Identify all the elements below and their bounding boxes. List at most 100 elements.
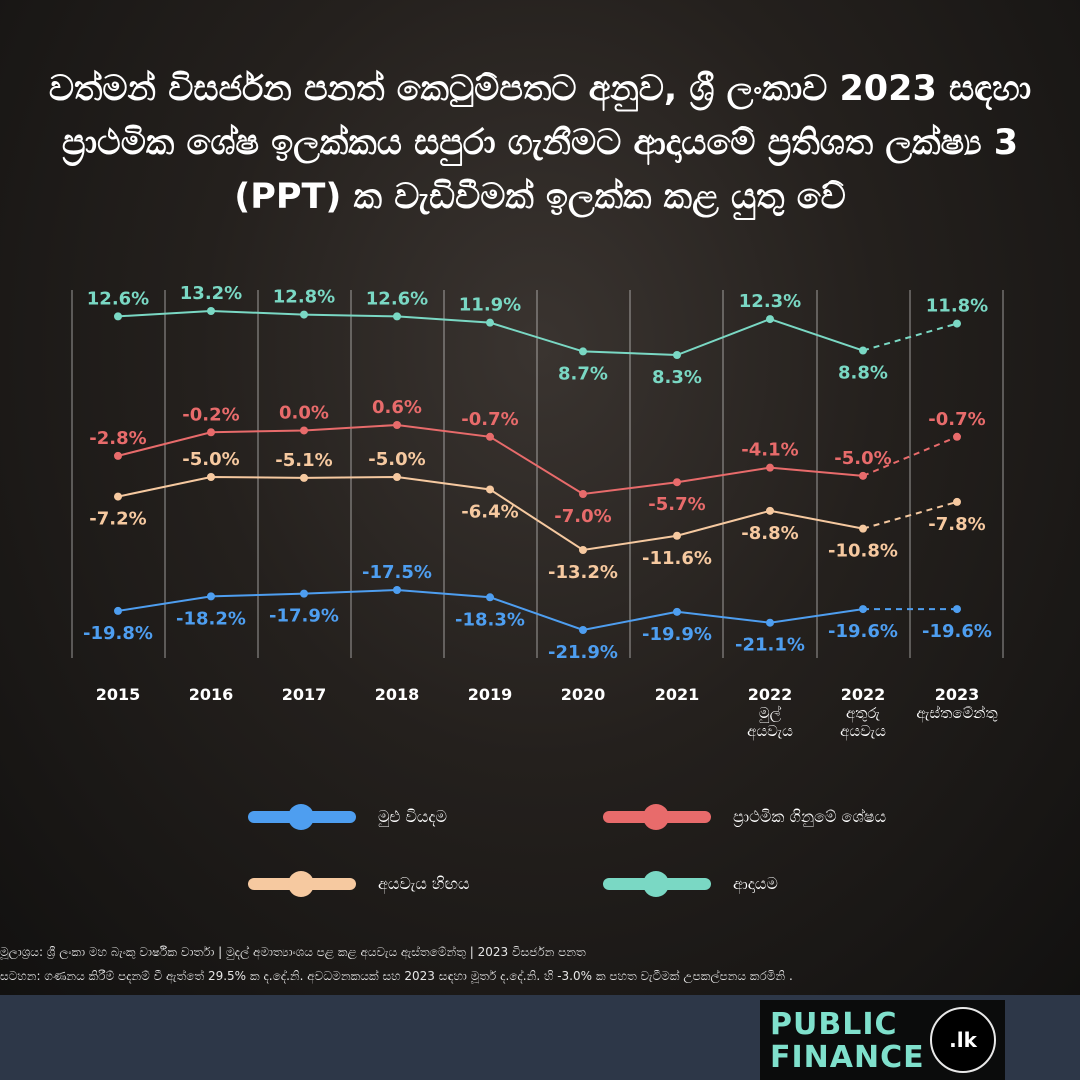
footer-notes: මූලාශ්‍රය: ශ්‍රී ලංකා මහ බැංකු වාර්ෂික ව… [0, 940, 1080, 988]
data-point-deficit [953, 497, 961, 506]
data-point-revenue [300, 310, 308, 319]
data-label-expenditure: -18.3% [455, 609, 525, 630]
data-point-deficit [393, 473, 401, 481]
data-label-revenue: 12.8% [273, 287, 335, 308]
data-point-primary [953, 432, 961, 441]
series-projection-revenue [862, 322, 958, 352]
x-tick-label: 2022 මුල් අයවැය [747, 685, 793, 741]
x-tick-label: 2020 [561, 685, 606, 704]
series-line-revenue [117, 309, 864, 357]
x-axis-ticks: 2015 2016 2017 2018 2019 2020 2021 2022 මුල් අයවැ… [96, 685, 998, 741]
data-point-expenditure [207, 592, 215, 601]
data-point-primary [766, 463, 774, 472]
x-tick-label: 2023 ඇස්තමේන්තු [916, 685, 997, 723]
data-point-revenue [953, 319, 961, 328]
grid-lines [71, 290, 1004, 658]
data-point-deficit [859, 524, 867, 533]
legend-label: ආදායම [733, 874, 778, 893]
data-label-deficit: -5.1% [275, 450, 332, 471]
legend-label: අයවැය හිඟය [378, 874, 470, 893]
data-label-revenue: 12.3% [739, 291, 801, 312]
data-label-expenditure: -21.1% [735, 635, 805, 656]
data-label-deficit: -7.2% [89, 509, 146, 530]
legend-swatch [603, 804, 711, 830]
data-point-primary [300, 426, 308, 435]
data-point-primary [859, 471, 867, 480]
data-label-revenue: 8.3% [652, 367, 702, 388]
data-label-revenue: 12.6% [366, 288, 428, 309]
data-label-revenue: 13.2% [180, 283, 242, 304]
data-label-revenue: 8.7% [558, 363, 608, 384]
data-label-deficit: -10.8% [828, 541, 898, 562]
logo-text: PUBLIC FINANCE [770, 1007, 925, 1075]
legend-item-budget-deficit: අයවැය හිඟය [248, 871, 469, 897]
data-point-revenue [673, 351, 681, 359]
data-label-deficit: -8.8% [741, 523, 798, 544]
data-point-expenditure [300, 589, 308, 598]
data-label-deficit: -5.0% [368, 449, 425, 470]
data-point-revenue [859, 346, 867, 355]
data-point-expenditure [859, 605, 867, 614]
data-label-expenditure: -19.9% [642, 624, 712, 645]
data-label-primary: -7.0% [554, 506, 611, 527]
data-point-deficit [114, 492, 122, 501]
data-label-primary: -0.7% [461, 409, 518, 430]
data-label-deficit: -11.6% [642, 548, 712, 569]
legend-item-primary-balance: ප්‍රාථමික ගිනුමේ ශේෂය [603, 804, 886, 830]
data-point-primary [114, 451, 122, 460]
data-point-expenditure [953, 605, 961, 614]
data-point-expenditure [486, 593, 494, 602]
data-point-revenue [114, 312, 122, 321]
data-label-expenditure: -19.6% [922, 621, 992, 642]
data-label-primary: -2.8% [89, 428, 146, 449]
x-tick-label: 2018 [375, 685, 420, 704]
assumption-note: සටහන: ගණනය කිරීම් පදනම් වී ඇත්තේ 29.5% ක… [0, 969, 793, 983]
data-label-deficit: -5.0% [182, 449, 239, 470]
data-point-revenue [579, 347, 587, 356]
data-point-deficit [579, 546, 587, 554]
data-point-expenditure [393, 586, 401, 594]
legend-label: මුළු වියදම [378, 807, 448, 826]
x-tick-label: 2021 [655, 685, 700, 704]
data-label-primary: -0.7% [928, 409, 985, 430]
data-label-primary: 0.0% [279, 402, 329, 423]
data-label-expenditure: -17.5% [362, 562, 432, 583]
data-label-deficit: -6.4% [461, 501, 518, 522]
data-label-expenditure: -18.2% [176, 608, 246, 629]
data-label-primary: -4.1% [741, 440, 798, 461]
data-point-deficit [300, 473, 308, 482]
data-point-deficit [766, 506, 774, 515]
data-point-revenue [393, 312, 401, 321]
data-point-expenditure [766, 618, 774, 627]
data-point-primary [579, 490, 587, 498]
x-tick-label: 2019 [468, 685, 513, 704]
data-point-deficit [207, 473, 215, 481]
series-projection-primary [862, 435, 958, 477]
data-point-expenditure [673, 607, 681, 616]
x-tick-label: 2015 [96, 685, 141, 704]
data-label-primary: -5.7% [648, 494, 705, 515]
background [0, 0, 1080, 995]
data-point-primary [207, 428, 215, 437]
public-finance-logo[interactable]: PUBLIC FINANCE .lk [760, 1000, 1005, 1080]
line-chart: 2015 2016 2017 2018 2019 2020 2021 2022 මුල් අයවැ… [71, 283, 1004, 741]
data-label-revenue: 8.8% [838, 363, 888, 384]
data-label-revenue: 12.6% [87, 288, 149, 309]
x-tick-label: 2016 [189, 685, 234, 704]
x-tick-label: 2022 අතුරු අයවැය [840, 685, 886, 741]
x-tick-label: 2017 [282, 685, 327, 704]
legend-item-revenue: ආදායම [603, 871, 778, 897]
legend-item-expenditure: මුළු වියදම [248, 804, 447, 830]
data-label-deficit: -7.8% [928, 514, 985, 535]
series-projection-deficit [862, 500, 958, 530]
data-point-expenditure [114, 606, 122, 615]
chart-title: වත්මන් විසර්ජන පනත් කෙටුම්පතට අනුව, ශ්‍ර… [48, 69, 1032, 217]
data-label-expenditure: -21.9% [548, 642, 618, 663]
data-point-revenue [207, 307, 215, 315]
data-label-revenue: 11.9% [459, 295, 521, 316]
logo-badge: .lk [930, 1007, 996, 1073]
source-note: මූලාශ්‍රය: ශ්‍රී ලංකා මහ බැංකු වාර්ෂික ව… [0, 945, 586, 959]
data-label-primary: -0.2% [182, 404, 239, 425]
data-point-primary [673, 478, 681, 487]
legend-label: ප්‍රාථමික ගිනුමේ ශේෂය [733, 807, 887, 826]
